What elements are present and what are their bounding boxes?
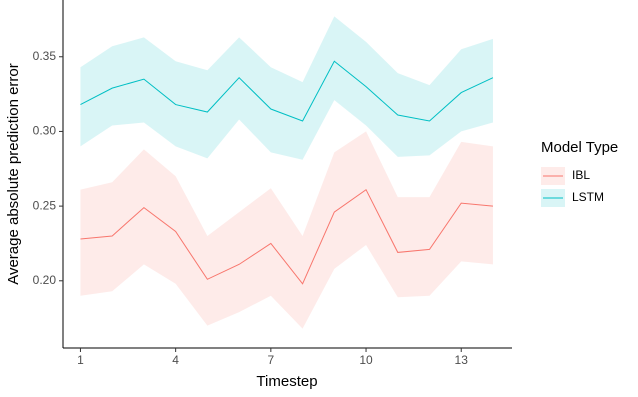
y-axis-title: Average absolute prediction error xyxy=(5,63,22,285)
legend-label: LSTM xyxy=(572,190,604,204)
y-tick-label: 0.30 xyxy=(33,124,57,138)
ribbon xyxy=(80,16,493,160)
legend-label: IBL xyxy=(572,168,590,182)
x-tick-label: 13 xyxy=(455,353,469,367)
x-tick-label: 7 xyxy=(267,353,274,367)
y-tick-label: 0.25 xyxy=(33,198,57,212)
line xyxy=(80,188,494,285)
x-axis-title: Timestep xyxy=(256,373,317,390)
x-tick-label: 10 xyxy=(359,353,373,367)
legend-title: Model Type xyxy=(541,139,618,156)
y-tick-label: 0.20 xyxy=(33,273,57,287)
line xyxy=(80,60,494,122)
y-tick-label: 0.35 xyxy=(33,49,57,63)
x-tick-label: 4 xyxy=(172,353,179,367)
ribbon xyxy=(80,131,493,329)
x-tick-label: 1 xyxy=(77,353,84,367)
